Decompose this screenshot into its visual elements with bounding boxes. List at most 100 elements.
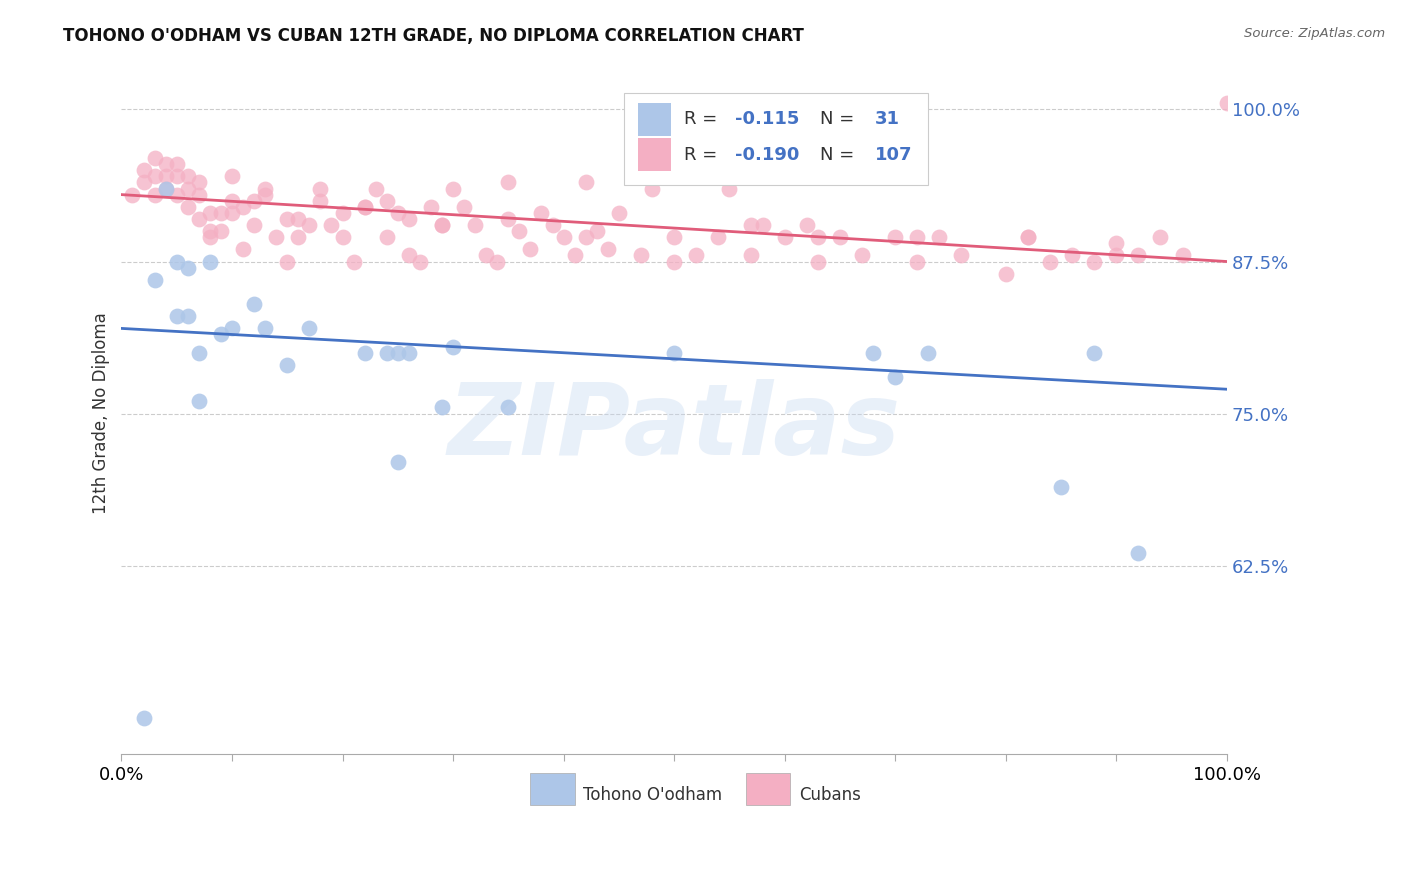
FancyBboxPatch shape bbox=[637, 138, 671, 171]
Point bbox=[264, 230, 287, 244]
Point bbox=[541, 218, 564, 232]
Point bbox=[276, 358, 298, 372]
Point bbox=[1149, 230, 1171, 244]
Point bbox=[254, 321, 277, 335]
Point bbox=[287, 230, 309, 244]
Point bbox=[398, 248, 420, 262]
Point bbox=[662, 345, 685, 359]
Point bbox=[607, 206, 630, 220]
Point bbox=[596, 243, 619, 257]
Point bbox=[254, 187, 277, 202]
Text: ZIPatlas: ZIPatlas bbox=[447, 379, 901, 475]
Point bbox=[221, 169, 243, 184]
Point bbox=[177, 181, 200, 195]
Point bbox=[332, 206, 354, 220]
Text: N =: N = bbox=[820, 145, 860, 164]
Point bbox=[187, 176, 209, 190]
Point bbox=[209, 224, 232, 238]
Point bbox=[177, 310, 200, 324]
Point bbox=[751, 218, 773, 232]
Point bbox=[575, 176, 598, 190]
Point bbox=[585, 224, 607, 238]
Point bbox=[155, 169, 177, 184]
Point bbox=[198, 254, 221, 268]
Point bbox=[884, 230, 907, 244]
Point bbox=[530, 206, 553, 220]
Point bbox=[1216, 96, 1239, 111]
Text: -0.190: -0.190 bbox=[735, 145, 799, 164]
Point bbox=[453, 200, 475, 214]
Point bbox=[353, 200, 375, 214]
Point bbox=[641, 181, 664, 195]
Text: R =: R = bbox=[685, 145, 723, 164]
Point bbox=[464, 218, 486, 232]
Point bbox=[707, 230, 730, 244]
Point bbox=[287, 211, 309, 226]
Point bbox=[498, 211, 520, 226]
Point bbox=[254, 181, 277, 195]
Y-axis label: 12th Grade, No Diploma: 12th Grade, No Diploma bbox=[93, 313, 110, 515]
Point bbox=[1050, 479, 1073, 493]
Text: Cubans: Cubans bbox=[799, 786, 860, 804]
Point bbox=[375, 345, 398, 359]
Point bbox=[298, 321, 321, 335]
Point bbox=[387, 455, 409, 469]
Point bbox=[807, 254, 830, 268]
Point bbox=[419, 200, 441, 214]
Point bbox=[387, 345, 409, 359]
Point bbox=[166, 310, 188, 324]
Point bbox=[862, 345, 884, 359]
Text: 31: 31 bbox=[876, 111, 900, 128]
Point bbox=[353, 345, 375, 359]
Point bbox=[221, 321, 243, 335]
Point bbox=[807, 230, 830, 244]
Point bbox=[177, 200, 200, 214]
Point bbox=[564, 248, 586, 262]
Point bbox=[132, 163, 155, 178]
Text: 107: 107 bbox=[876, 145, 912, 164]
Point bbox=[321, 218, 343, 232]
Point bbox=[475, 248, 498, 262]
Point bbox=[166, 187, 188, 202]
Point bbox=[209, 206, 232, 220]
Text: TOHONO O'ODHAM VS CUBAN 12TH GRADE, NO DIPLOMA CORRELATION CHART: TOHONO O'ODHAM VS CUBAN 12TH GRADE, NO D… bbox=[63, 27, 804, 45]
Point bbox=[398, 345, 420, 359]
Point bbox=[662, 254, 685, 268]
Text: Tohono O'odham: Tohono O'odham bbox=[583, 786, 723, 804]
Point bbox=[905, 254, 928, 268]
Point bbox=[430, 401, 453, 415]
Point bbox=[177, 260, 200, 275]
Point bbox=[409, 254, 432, 268]
Point bbox=[221, 206, 243, 220]
Point bbox=[132, 711, 155, 725]
Point bbox=[398, 211, 420, 226]
Point bbox=[486, 254, 509, 268]
Point bbox=[221, 194, 243, 208]
FancyBboxPatch shape bbox=[747, 772, 790, 805]
Point bbox=[430, 218, 453, 232]
Point bbox=[198, 224, 221, 238]
Point bbox=[1128, 248, 1150, 262]
Point bbox=[519, 243, 541, 257]
Point bbox=[508, 224, 530, 238]
Point bbox=[353, 200, 375, 214]
Point bbox=[132, 176, 155, 190]
Point bbox=[718, 181, 741, 195]
Point bbox=[917, 345, 939, 359]
Point bbox=[166, 169, 188, 184]
Point bbox=[198, 206, 221, 220]
Point bbox=[166, 254, 188, 268]
Point bbox=[1105, 236, 1128, 251]
Point bbox=[243, 194, 266, 208]
Point bbox=[198, 230, 221, 244]
Point bbox=[1128, 546, 1150, 560]
Point bbox=[276, 254, 298, 268]
Point bbox=[740, 218, 762, 232]
Point bbox=[773, 230, 796, 244]
Point bbox=[232, 200, 254, 214]
Point bbox=[166, 157, 188, 171]
Point bbox=[905, 230, 928, 244]
Point bbox=[187, 187, 209, 202]
Point bbox=[155, 181, 177, 195]
Point bbox=[441, 181, 464, 195]
